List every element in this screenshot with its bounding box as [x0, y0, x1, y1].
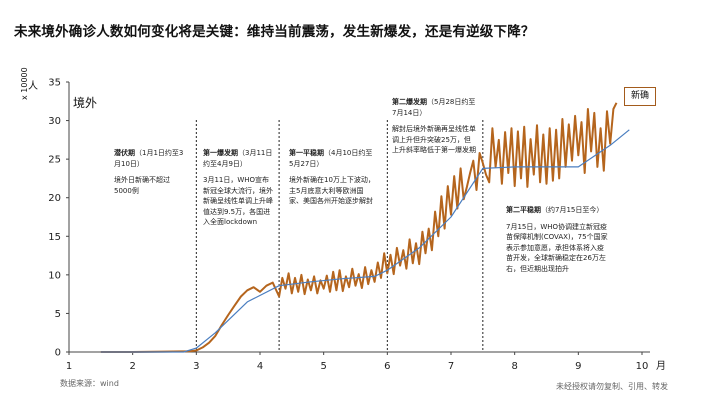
y-tick-label: 30 — [48, 116, 61, 127]
x-tick-label: 6 — [384, 361, 390, 372]
y-tick-label: 5 — [55, 309, 61, 320]
y-tick-label: 10 — [48, 270, 61, 281]
annotation-second-outbreak-body: 解封后境外新确再呈线性单调上升但升突破25万，但上升斜率略低于第一爆发期 — [392, 125, 476, 154]
annotation-second-outbreak-head: 第二爆发期 — [392, 98, 427, 106]
x-tick-label: 2 — [129, 361, 135, 372]
y-tick-label: 25 — [48, 155, 61, 166]
x-tick-label: 5 — [320, 361, 326, 372]
x-axis-unit: 月 — [656, 360, 666, 372]
x-tick-label: 7 — [448, 361, 454, 372]
annotation-latent-body: 境外日新确不超过5000例 — [114, 176, 170, 195]
annotation-latent-date: （1月1日约至3月10日） — [114, 149, 184, 168]
annotation-second-plateau-date: （约7月15日至今） — [541, 206, 604, 214]
series-trend-line — [100, 129, 630, 353]
x-tick-label: 10 — [636, 361, 649, 372]
annotation-first-outbreak: 第一爆发期（3月11日约至4月9日） 3月11日，WHO宣布新冠全球大流行，境外… — [203, 148, 273, 228]
annotation-first-plateau-body: 境外新确在10万上下波动，主5月底意大利等欧洲国家、美国各州开始逐步解封 — [289, 176, 375, 205]
annotation-latent-head: 潜伏期 — [114, 149, 135, 157]
annotation-second-outbreak-date: （5月28日约至7月14日） — [392, 98, 476, 117]
annotation-first-plateau-date: （4月10日约至5月27日） — [289, 149, 373, 168]
copyright-note: 未经授权请勿复制、引用、转发 — [556, 382, 668, 391]
x-tick-label: 1 — [66, 361, 72, 372]
annotation-second-plateau-head: 第二平稳期 — [506, 206, 541, 214]
x-tick-label: 3 — [193, 361, 199, 372]
annotation-second-outbreak: 第二爆发期（5月28日约至7月14日） 解封后境外新确再呈线性单调上升但升突破2… — [392, 97, 476, 156]
page-title: 未来境外确诊人数如何变化将是关键：维持当前震荡，发生新爆发，还是有逆级下降？ — [14, 24, 535, 40]
annotation-latent: 潜伏期（1月1日约至3月10日） 境外日新确不超过5000例 — [114, 148, 186, 196]
y-tick-label: 20 — [48, 193, 61, 204]
annotation-first-outbreak-date: （3月11日约至4月9日） — [203, 149, 273, 168]
y-tick-label: 15 — [48, 232, 61, 243]
data-source: 数据来源：wind — [60, 379, 119, 388]
x-tick-label: 9 — [575, 361, 581, 372]
annotation-second-plateau-body: 7月15日，WHO协调建立新冠疫苗保障机制(COVAX)，75个国家表示参加意愿… — [506, 222, 608, 273]
series-new-cases-line — [100, 102, 618, 353]
annotation-first-outbreak-head: 第一爆发期 — [203, 149, 238, 157]
annotation-first-plateau-head: 第一平稳期 — [289, 149, 324, 157]
y-tick-label: 0 — [55, 348, 61, 359]
x-tick-label: 8 — [511, 361, 517, 372]
y-axis-top-label: 人 — [28, 81, 38, 92]
region-label: 境外 — [73, 96, 98, 110]
y-tick-label: 35 — [48, 78, 61, 89]
x-tick-label: 4 — [257, 361, 263, 372]
y-axis-unit: x 10000 — [20, 67, 29, 100]
annotation-first-outbreak-body: 3月11日，WHO宣布新冠全球大流行，境外新确呈线性单调上升峰值达到9.5万，各… — [203, 176, 273, 226]
annotation-first-plateau: 第一平稳期（4月10日约至5月27日） 境外新确在10万上下波动，主5月底意大利… — [289, 148, 375, 207]
annotation-second-plateau: 第二平稳期（约7月15日至今） 7月15日，WHO协调建立新冠疫苗保障机制(CO… — [506, 205, 610, 274]
legend-new-cases: 新确 — [624, 87, 656, 106]
